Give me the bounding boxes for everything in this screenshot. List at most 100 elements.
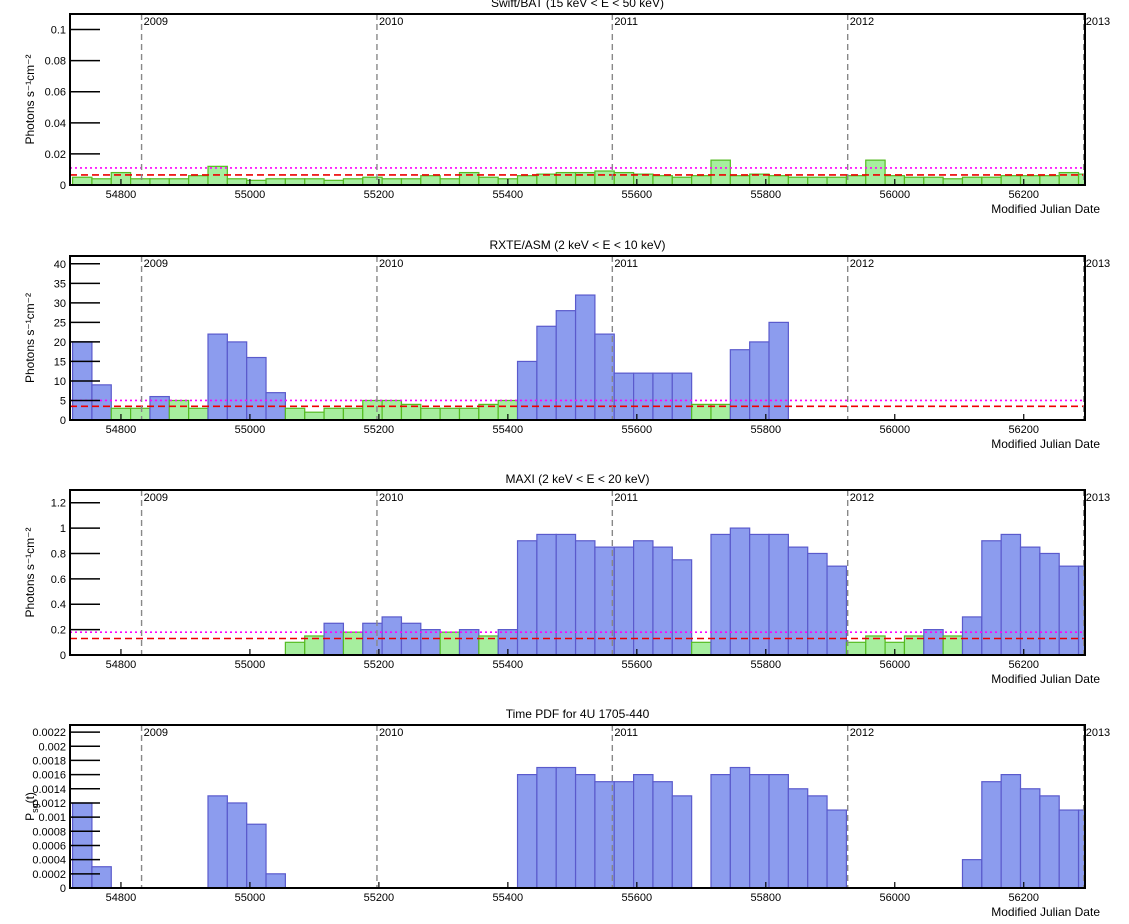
bar [981,781,1002,888]
y-tick-label: 15 [54,356,66,368]
bar [1077,173,1085,185]
x-tick-label: 55400 [493,189,524,201]
bar [787,176,809,185]
y-axis-label-suffix: (t) [23,792,37,803]
bar [1058,565,1080,655]
bar [923,629,944,655]
year-label: 2013 [1086,492,1110,504]
bars [71,159,1085,185]
bar [71,176,93,185]
x-tick-label: 55400 [493,424,524,436]
x-tick-label: 56000 [879,659,910,671]
bar [768,774,789,888]
bar [226,341,248,420]
year-label: 2011 [614,727,638,739]
y-tick-label: 0.0014 [32,784,66,796]
y-tick-label: 0.0016 [32,770,66,782]
year-label: 2010 [379,727,403,739]
bar [188,407,209,420]
bar [652,781,673,888]
y-tick-label: 0.4 [51,599,66,611]
y-tick-label: 0.02 [45,149,66,161]
year-label: 2013 [1086,727,1110,739]
bar [826,565,848,655]
y-tick-label: 0.0012 [32,798,66,810]
x-tick-label: 55600 [622,424,653,436]
bar [671,795,693,888]
y-tick-label: 20 [54,337,66,349]
plot-frame [69,489,1086,656]
bar [826,809,848,888]
bar [246,356,267,420]
bar [652,175,673,185]
bar [1058,809,1080,888]
plot-frame [69,255,1086,421]
y-axis-label-main: Photons s⁻¹cm⁻² [23,527,37,617]
year-label: 2012 [850,258,874,270]
x-tick-label: 54800 [106,189,137,201]
y-axis-label-main: Photons s⁻¹cm⁻² [23,293,37,383]
x-tick-label: 55800 [751,424,782,436]
bar [729,175,751,185]
year-label: 2011 [614,16,638,28]
bar [304,411,325,420]
bar [536,766,557,888]
year-label: 2012 [850,727,874,739]
bar [536,173,557,185]
bar [633,372,654,420]
bar [787,788,809,888]
year-label: 2010 [379,492,403,504]
bar [671,559,693,655]
bar [845,641,867,655]
y-tick-label: 0.06 [45,87,66,99]
x-tick-label: 55000 [235,424,266,436]
bar [961,616,983,655]
y-tick-label: 0 [60,180,66,192]
plot-frame [69,13,1086,186]
y-tick-label: 0.8 [51,548,66,560]
bar [574,774,596,888]
y-axis-label-main: P [23,813,37,821]
panel: RXTE/ASM (2 keV < E < 10 keV)2009 2010 201… [23,238,1110,451]
bar [961,176,983,185]
bar [458,629,480,655]
y-tick-label: 5 [60,395,66,407]
bar [1039,175,1060,185]
y-tick-label: 0.002 [38,741,66,753]
y-tick-label: 0.04 [45,118,66,130]
panel: Time PDF for 4U 1705-440 2009 2010 2011 2012… [23,707,1110,919]
bar [1077,809,1085,888]
bar [188,175,209,185]
bar [284,641,306,655]
bar [420,175,441,185]
bar [710,533,731,655]
y-tick-label: 40 [54,259,66,271]
bar [265,873,286,888]
bar [671,176,693,185]
bar [1077,565,1085,655]
year-label: 2009 [144,258,168,270]
year-label: 2013 [1086,16,1110,28]
bars [71,294,789,420]
y-tick-label: 30 [54,298,66,310]
bar [439,631,461,655]
x-axis-label: Modified Julian Date [991,202,1100,216]
bar [671,372,693,420]
bar [1000,175,1022,185]
y-tick-label: 0.0004 [32,855,66,867]
bar [981,176,1002,185]
y-tick-label: 10 [54,376,66,388]
bar [516,360,538,420]
y-tick-label: 1.2 [51,498,66,510]
y-axis-label-main: Photons s⁻¹cm⁻² [23,54,37,144]
bar [439,407,461,420]
panel: MAXI (2 keV < E < 20 keV) 2009 2010 2011 201… [23,472,1110,686]
x-axis-label: Modified Julian Date [991,672,1100,686]
bar [381,399,403,420]
x-axis-label: Modified Julian Date [991,437,1100,451]
y-tick-label: 0.0018 [32,755,66,767]
year-label: 2012 [850,16,874,28]
y-axis-label-sub: sg [30,803,40,813]
bar [1039,552,1060,655]
x-tick-label: 55400 [493,892,524,904]
